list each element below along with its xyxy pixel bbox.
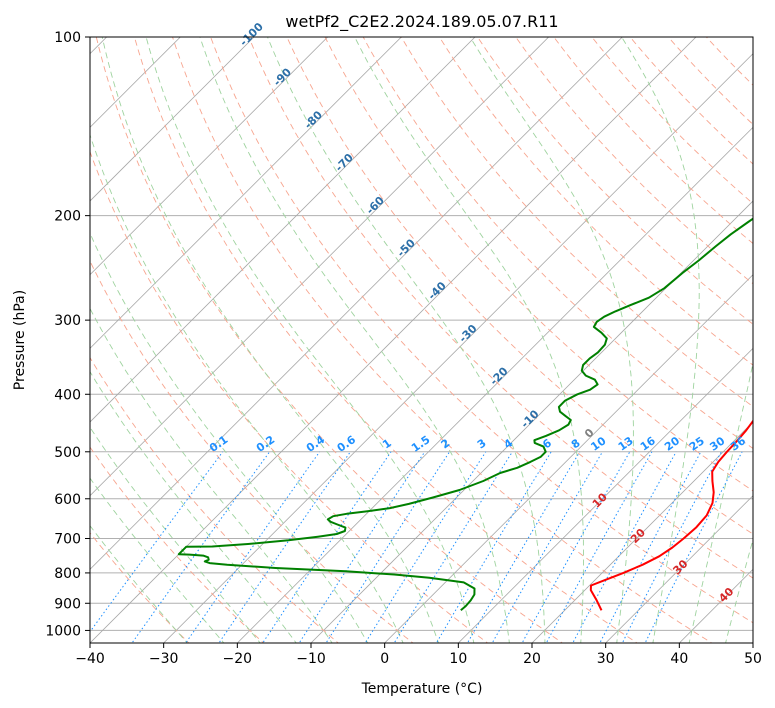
isotherm-line xyxy=(90,37,623,570)
y-tick-label: 800 xyxy=(54,566,81,582)
moist-adiabat-line xyxy=(90,307,333,643)
isotherm-line xyxy=(310,200,753,643)
x-tick-label: −40 xyxy=(75,651,105,667)
mixing-ratio-line xyxy=(218,451,351,643)
x-tick-label: 10 xyxy=(449,651,467,667)
moist-adiabat-line xyxy=(354,37,584,643)
mixing-ratio-line xyxy=(131,451,271,643)
dry-adiabat-line xyxy=(95,37,564,643)
moist-adiabat-line xyxy=(90,133,404,643)
x-tick-label: 40 xyxy=(670,651,688,667)
x-tick-label: −30 xyxy=(149,651,179,667)
moist-adiabat-line xyxy=(90,477,225,643)
moist-adiabat-line xyxy=(90,370,297,643)
mixing-ratio-line xyxy=(325,451,451,643)
mixing-ratio-line xyxy=(364,451,487,643)
mixing-ratio-line xyxy=(491,451,603,643)
moist-adiabat-line xyxy=(101,37,439,643)
y-tick-label: 900 xyxy=(54,596,81,612)
profile-lines xyxy=(177,217,753,612)
moist-adiabat-line xyxy=(145,37,475,643)
mixing-ratio-line xyxy=(90,451,224,633)
dewpoint-profile xyxy=(177,217,753,612)
mixing-ratio-line xyxy=(466,451,581,643)
x-tick-label: 20 xyxy=(523,651,541,667)
y-tick-label: 200 xyxy=(54,209,81,225)
moist-adiabat-line xyxy=(199,37,510,643)
mixing-ratio-line xyxy=(262,451,392,643)
x-tick-label: −20 xyxy=(223,651,253,667)
x-tick-label: 0 xyxy=(380,651,389,667)
moist-adiabat-line xyxy=(725,537,753,643)
isotherm-line xyxy=(531,421,753,643)
moist-adiabat-line xyxy=(90,231,369,643)
moist-adiabat-line xyxy=(621,37,700,643)
y-tick-label: 300 xyxy=(54,313,81,329)
dry-adiabat-line xyxy=(90,150,489,643)
dry-adiabat-line xyxy=(90,446,265,643)
chart-title: wetPf2_C2E2.2024.189.05.07.R11 xyxy=(285,12,558,32)
mixing-ratio-line xyxy=(298,451,426,643)
dry-adiabat-line xyxy=(477,37,753,325)
isotherm-line xyxy=(457,347,753,643)
temperature-profile xyxy=(589,419,753,611)
mixing-ratio-line xyxy=(644,451,743,643)
isotherm-line xyxy=(90,37,255,202)
y-tick-label: 500 xyxy=(54,445,81,461)
moist-adiabat-line xyxy=(90,426,261,643)
dry-adiabat-line xyxy=(210,37,753,624)
plot-frame xyxy=(89,36,754,644)
mixing-ratio-line xyxy=(621,451,722,643)
dry-adiabat-line xyxy=(90,356,339,643)
dry-adiabat-line xyxy=(133,37,638,643)
y-tick-label: 1000 xyxy=(45,623,81,639)
y-tick-label: 100 xyxy=(54,30,81,46)
dry-adiabat-line xyxy=(515,37,753,285)
x-tick-label: −10 xyxy=(296,651,326,667)
isotherm-line xyxy=(605,495,753,643)
dry-adiabat-line xyxy=(90,260,414,643)
isotherm-line xyxy=(90,37,476,423)
isotherm-line xyxy=(90,37,329,276)
isotherm-line xyxy=(90,37,697,643)
mixing-ratio-line xyxy=(393,451,513,643)
y-axis-label: Pressure (hPa) xyxy=(12,290,28,390)
y-tick-label: 400 xyxy=(54,387,81,403)
axis-ticks: −40 −30 −20 −10 0 10 20 30 40 50 100 200 300 400 500 60… xyxy=(45,30,762,667)
moist-adiabat-line xyxy=(267,37,546,643)
x-tick-label: 30 xyxy=(597,651,615,667)
x-axis-label: Temperature (°C) xyxy=(361,681,483,697)
isotherm-line xyxy=(384,274,753,643)
y-tick-label: 700 xyxy=(54,532,81,548)
moist-adiabat-line xyxy=(469,37,634,643)
isotherm-line xyxy=(90,37,550,497)
moist-adiabat-line xyxy=(688,361,753,643)
y-tick-label: 600 xyxy=(54,492,81,508)
mixing-ratio-line xyxy=(572,451,677,643)
x-tick-label: 50 xyxy=(744,651,762,667)
background-lines xyxy=(90,37,753,643)
